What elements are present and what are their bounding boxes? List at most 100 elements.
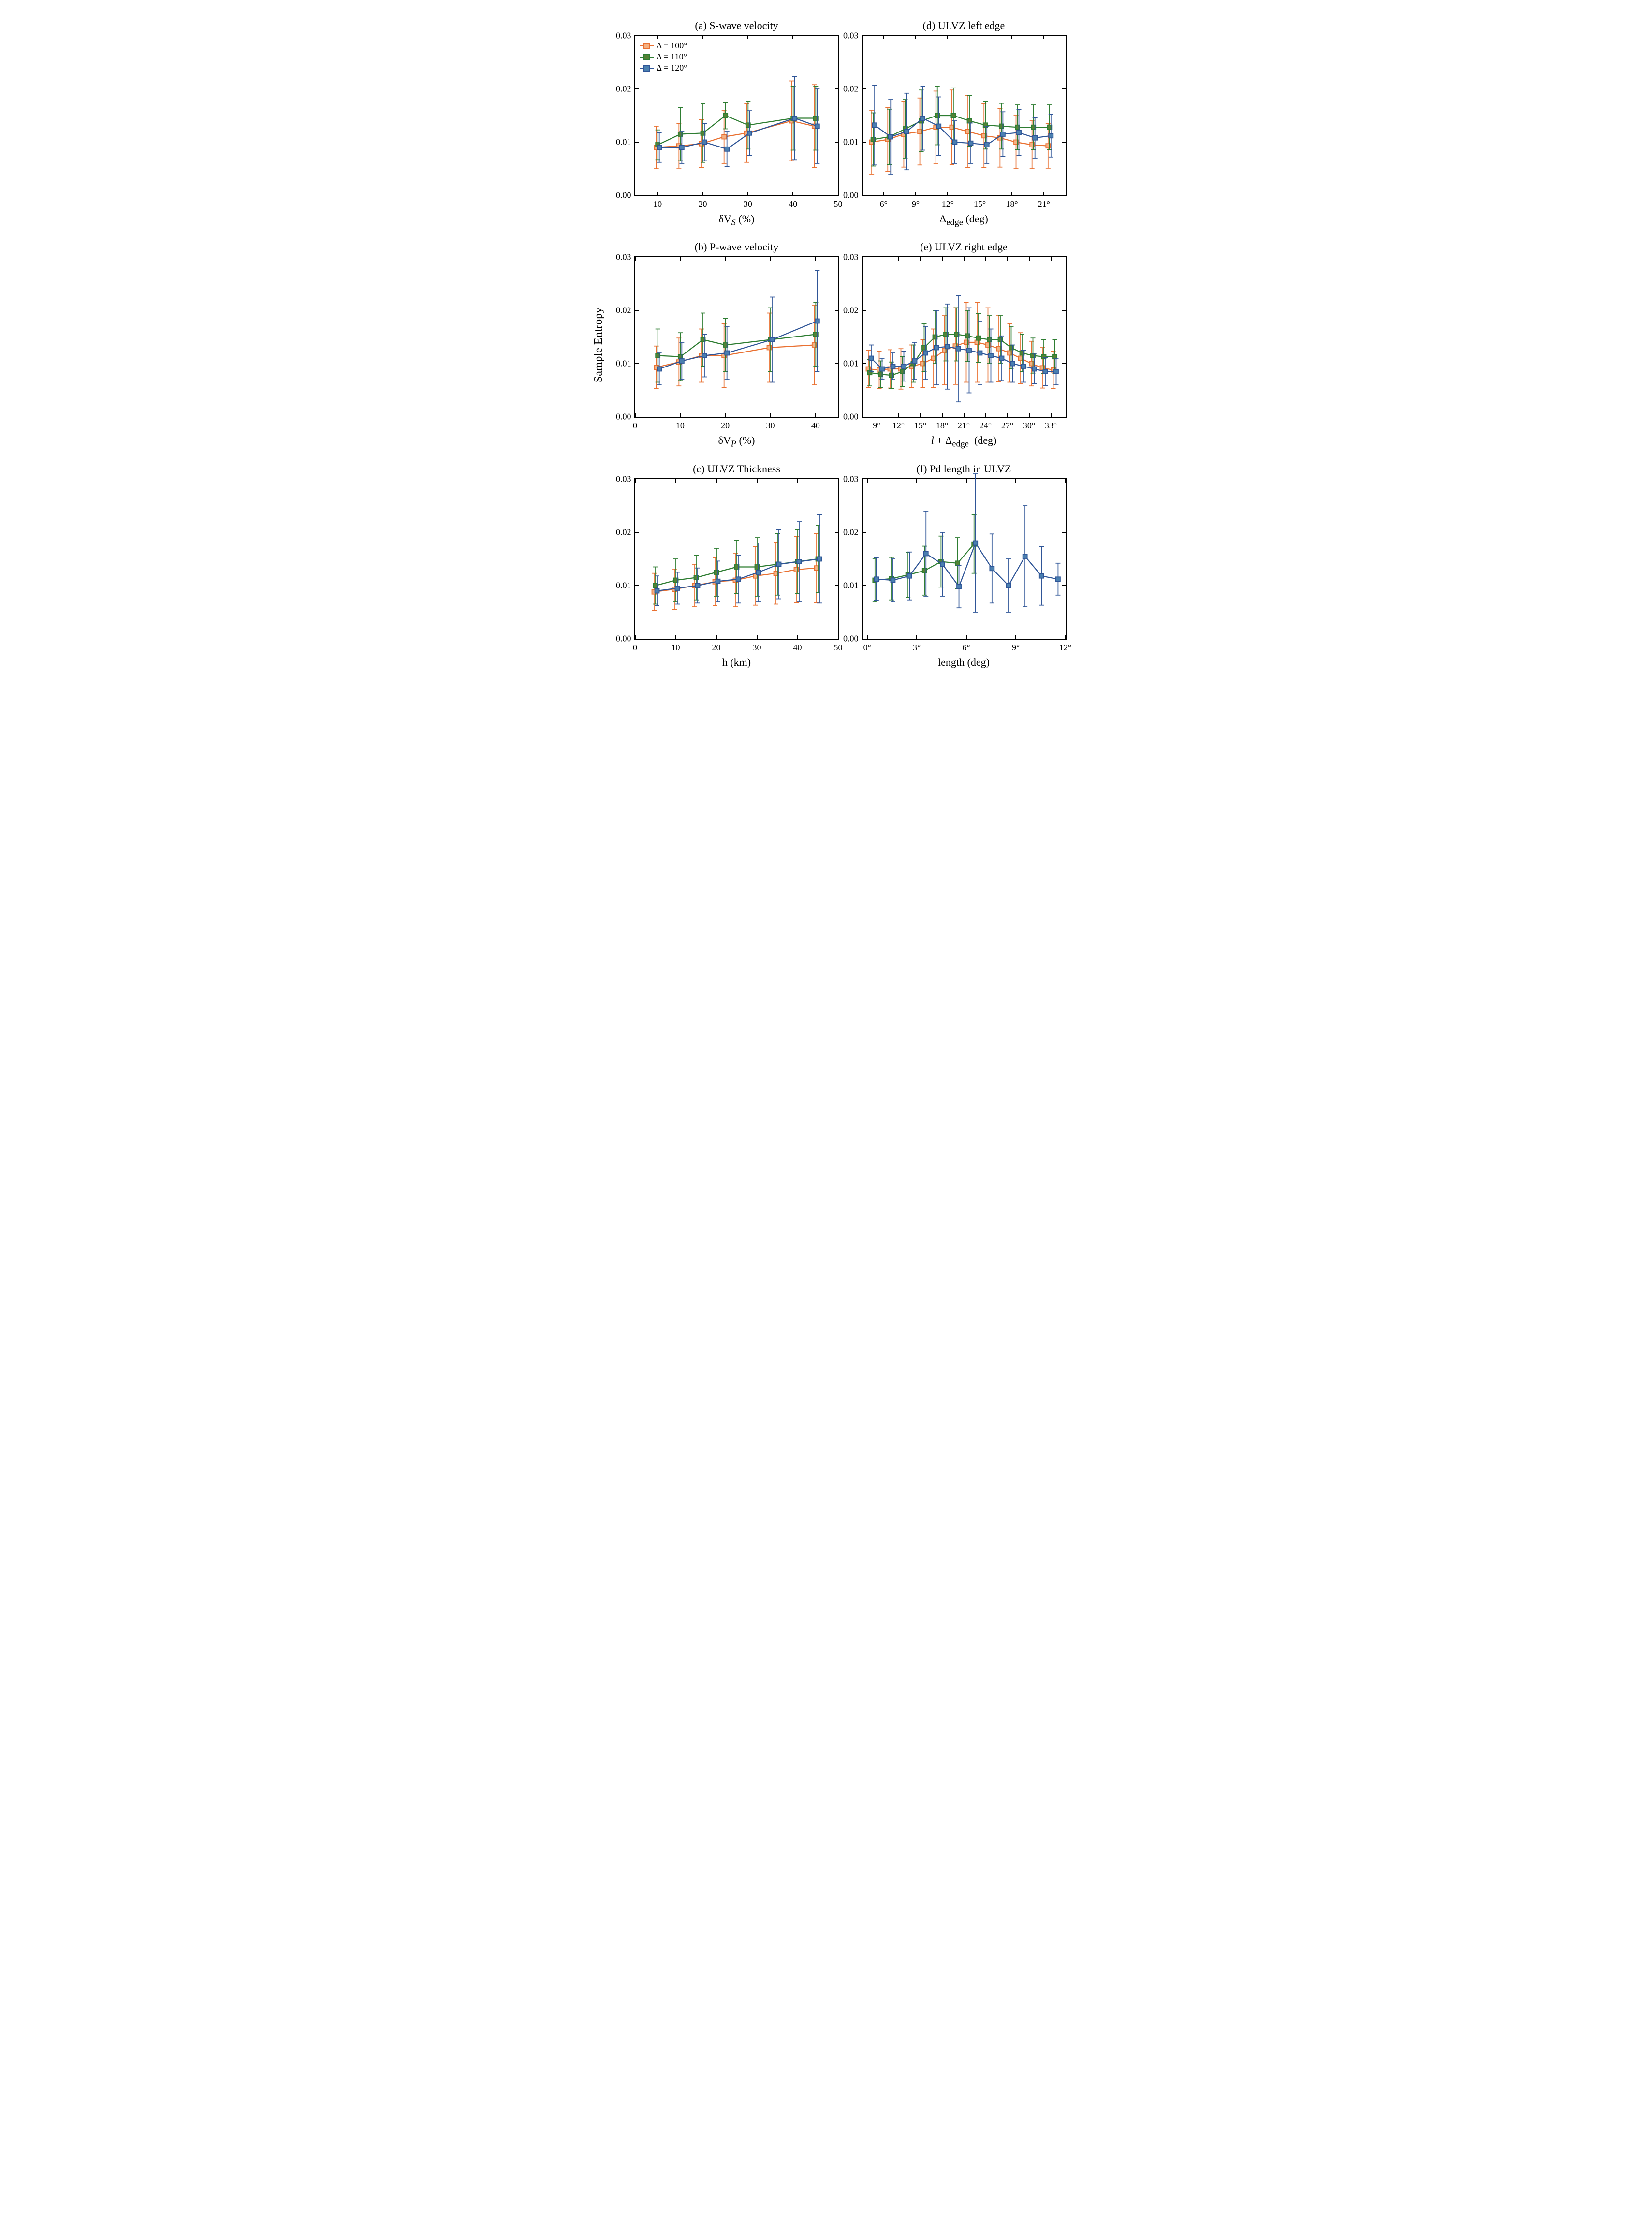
series-marker — [675, 586, 679, 590]
series-marker — [907, 573, 911, 578]
legend-swatch — [640, 68, 654, 69]
series-marker — [891, 578, 895, 582]
series-svg — [863, 479, 1066, 639]
series-marker — [657, 367, 661, 371]
series-marker — [1006, 583, 1010, 587]
x-tick-label: 27° — [1001, 417, 1013, 431]
panel-title: (b) P-wave velocity — [695, 241, 779, 253]
x-tick-label: 10 — [653, 195, 662, 209]
y-tick-label: 0.01 — [843, 580, 863, 590]
series-marker — [723, 114, 728, 118]
series-marker — [1049, 133, 1053, 138]
series-svg — [635, 479, 838, 639]
x-tick-label: 24° — [980, 417, 992, 431]
legend-item: Δ = 110° — [640, 52, 687, 62]
series-marker — [679, 146, 684, 150]
series-marker — [702, 140, 706, 145]
series-marker — [655, 588, 659, 593]
series-marker — [957, 584, 961, 588]
series-marker — [956, 347, 960, 351]
series-marker — [888, 135, 892, 139]
x-tick-label: 6° — [963, 639, 970, 653]
plot-area: 0.000.010.020.0301020304050 — [634, 478, 839, 640]
panel-e: (e) ULVZ right edge0.000.010.020.039°12°… — [860, 241, 1068, 449]
plot-area: 0.000.010.020.036°9°12°15°18°21° — [862, 35, 1067, 196]
x-tick-label: 6° — [880, 195, 888, 209]
series-marker — [657, 146, 661, 150]
series-marker — [904, 130, 908, 134]
y-tick-label: 0.00 — [843, 191, 863, 201]
x-tick-label: 12° — [1059, 639, 1071, 653]
x-tick-label: 12° — [892, 417, 905, 431]
series-marker — [869, 356, 873, 361]
series-svg — [635, 257, 838, 417]
y-tick-label: 0.03 — [616, 474, 635, 484]
series-marker — [891, 364, 895, 368]
x-tick-label: 50 — [834, 639, 843, 653]
figure-grid: Sample Entropy (a) S-wave velocity0.000.… — [585, 19, 1068, 669]
y-tick-label: 0.03 — [616, 252, 635, 263]
y-tick-label: 0.02 — [843, 527, 863, 537]
x-tick-label: 40 — [793, 639, 802, 653]
x-axis-label: δVP (%) — [718, 434, 755, 449]
x-tick-label: 0° — [863, 639, 871, 653]
series-marker — [936, 124, 941, 129]
panel-title: (d) ULVZ left edge — [923, 19, 1005, 32]
x-tick-label: 9° — [1012, 639, 1020, 653]
series-marker — [776, 562, 781, 566]
series-marker — [815, 319, 819, 323]
series-marker — [990, 566, 994, 571]
x-tick-label: 33° — [1045, 417, 1057, 431]
x-tick-label: 9° — [912, 195, 920, 209]
x-tick-label: 20 — [712, 639, 721, 653]
series-marker — [1039, 573, 1043, 578]
x-tick-label: 18° — [936, 417, 948, 431]
x-tick-label: 21° — [958, 417, 970, 431]
y-tick-label: 0.03 — [616, 31, 635, 41]
y-tick-label: 0.02 — [843, 306, 863, 316]
y-axis-label-cell: Sample Entropy — [585, 241, 614, 449]
series-marker — [815, 124, 819, 129]
series-marker — [951, 114, 955, 118]
series-marker — [921, 116, 925, 120]
series-line — [876, 543, 1058, 587]
series-marker — [923, 351, 928, 355]
panel-c: (c) ULVZ Thickness 0.000.010.020.03010203… — [633, 463, 841, 669]
x-axis-label: Δedge (deg) — [939, 213, 988, 227]
y-tick-label: 0.01 — [843, 359, 863, 369]
x-tick-label: 40 — [811, 417, 820, 431]
series-marker — [923, 551, 928, 556]
series-marker — [880, 367, 884, 371]
y-tick-label: 0.03 — [843, 31, 863, 41]
legend-marker-icon — [643, 54, 650, 60]
series-marker — [1023, 554, 1027, 558]
x-tick-label: 40 — [789, 195, 797, 209]
series-marker — [973, 541, 978, 545]
y-tick-label: 0.03 — [843, 474, 863, 484]
panel-title: (c) ULVZ Thickness — [693, 463, 780, 475]
x-tick-label: 15° — [914, 417, 926, 431]
y-tick-label: 0.01 — [616, 580, 635, 590]
series-marker — [725, 351, 729, 355]
x-tick-label: 10 — [672, 639, 680, 653]
y-tick-label: 0.00 — [843, 412, 863, 422]
series-marker — [1000, 132, 1005, 136]
x-tick-label: 20 — [721, 417, 730, 431]
plot-area: 0.000.010.020.039°12°15°18°21°24°27°30°3… — [862, 256, 1067, 418]
series-marker — [967, 119, 971, 123]
panel-d: (d) ULVZ left edge 0.000.010.020.036°9°12… — [860, 19, 1068, 227]
legend-swatch — [640, 45, 654, 46]
series-line — [872, 127, 1048, 146]
x-tick-label: 30 — [753, 639, 761, 653]
series-marker — [716, 579, 720, 583]
series-marker — [872, 123, 877, 127]
y-tick-label: 0.00 — [616, 633, 635, 644]
series-marker — [679, 359, 684, 363]
series-marker — [770, 337, 774, 342]
series-marker — [1033, 136, 1037, 140]
legend-label: Δ = 100° — [657, 41, 687, 51]
y-tick-label: 0.02 — [843, 84, 863, 94]
legend-item: Δ = 120° — [640, 63, 687, 73]
x-axis-label: l + Δedge (deg) — [931, 434, 997, 449]
legend-label: Δ = 110° — [657, 52, 687, 62]
